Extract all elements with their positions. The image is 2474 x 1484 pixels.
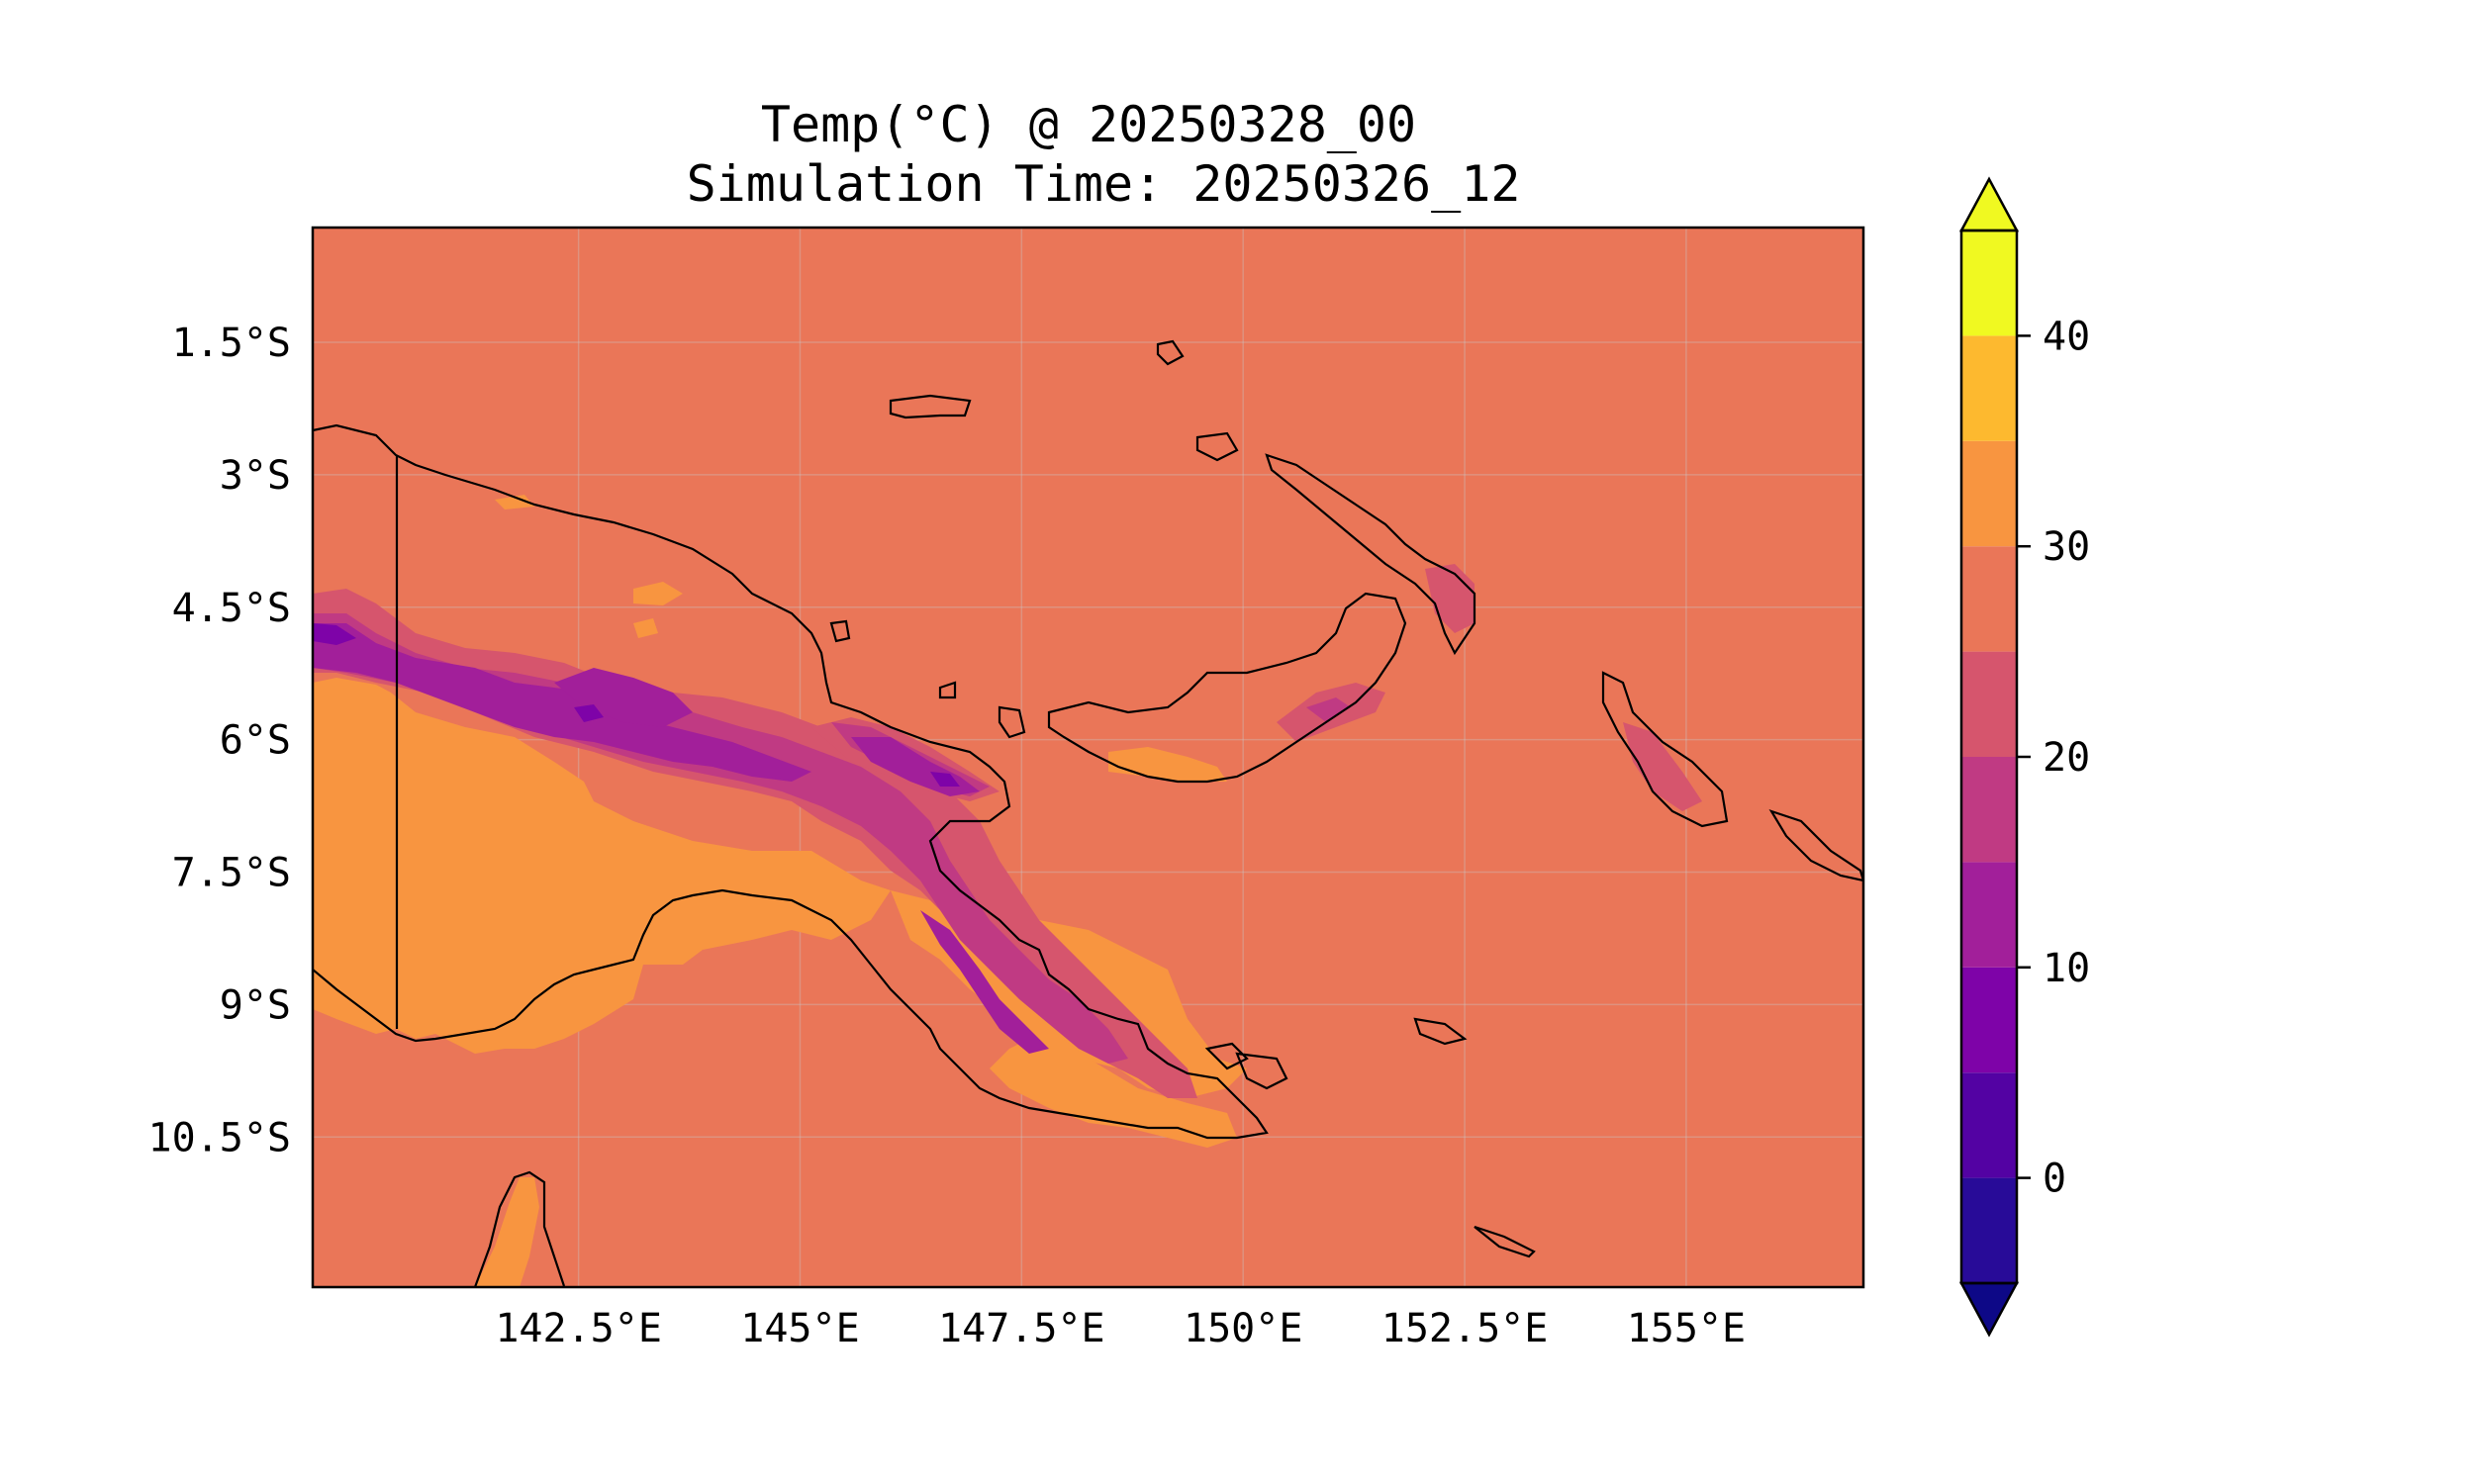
- colorbar-segment: [1961, 862, 2017, 968]
- coastline-cape-york: [473, 1170, 566, 1287]
- colorbar-extend-max: [1958, 176, 2020, 232]
- warm-patch-north-3: [495, 495, 534, 510]
- y-tick-label: 3°S: [220, 453, 291, 499]
- y-tick-label: 4.5°S: [172, 586, 291, 631]
- coastline-karkar: [829, 619, 851, 643]
- x-tick-label: 150°E: [1184, 1306, 1302, 1351]
- coastline-bougainville: [1601, 671, 1729, 828]
- colorbar-tick-label: 20: [2043, 735, 2090, 781]
- peak-5-10-west: [313, 623, 356, 645]
- colorbar-tick-label: 10: [2043, 946, 2090, 991]
- colorbar-extend-min: [1958, 1281, 2020, 1338]
- x-axis-ticks: 142.5°E 145°E 147.5°E 150°E 152.5°E 155°E: [495, 1306, 1746, 1351]
- coastline-long-island: [998, 705, 1026, 739]
- colorbar-tick-label: 40: [2043, 314, 2090, 359]
- temperature-fill: [313, 495, 1702, 1287]
- coastline-dentrecasteaux: [1204, 1042, 1288, 1090]
- colorbar: 0 10 20 30 40: [1958, 176, 2090, 1338]
- coastline-manus: [889, 394, 972, 419]
- x-tick-label: 155°E: [1627, 1306, 1746, 1351]
- y-tick-label: 9°S: [220, 982, 291, 1028]
- coastline-umboi: [938, 681, 957, 699]
- warm-cape-york: [475, 1177, 539, 1287]
- coastline-louisiade: [1474, 1225, 1536, 1258]
- map-panel: [311, 226, 1865, 1289]
- y-tick-label: 1.5°S: [172, 321, 291, 366]
- highland-bougainville: [1623, 722, 1702, 811]
- colorbar-segment: [1961, 546, 2017, 652]
- colorbar-tick-label: 30: [2043, 524, 2090, 570]
- colorbar-segment: [1961, 231, 2017, 336]
- y-tick-label: 7.5°S: [172, 851, 291, 896]
- colorbar-segment: [1961, 651, 2017, 757]
- peak-5-10-east: [930, 772, 960, 787]
- y-axis-ticks: 1.5°S 3°S 4.5°S 6°S 7.5°S 9°S 10.5°S: [148, 321, 292, 1160]
- warm-lowland-west: [313, 678, 891, 1054]
- y-tick-label: 6°S: [220, 718, 291, 764]
- warm-lowland-southeast: [990, 1029, 1237, 1148]
- chart-title: Temp(°C) @ 20250328_00: [761, 96, 1416, 153]
- colorbar-segment: [1961, 1177, 2017, 1283]
- ridge-10-15-center: [554, 668, 693, 727]
- map-frame: [311, 226, 1865, 1289]
- ridge-10-15-south: [920, 910, 1049, 1054]
- coastline-mussau: [1156, 339, 1185, 366]
- coastlines: [313, 339, 1863, 1287]
- colorbar-segment: [1961, 335, 2017, 441]
- x-tick-label: 142.5°E: [495, 1306, 662, 1351]
- coastline-woodlark: [1413, 1017, 1468, 1046]
- coastline-new-guinea: [313, 423, 1269, 1140]
- warm-patch-north: [633, 582, 683, 605]
- colorbar-segment: [1961, 967, 2017, 1073]
- x-tick-label: 145°E: [740, 1306, 859, 1351]
- x-tick-label: 152.5°E: [1381, 1306, 1549, 1351]
- x-tick-label: 147.5°E: [938, 1306, 1105, 1351]
- coastline-new-ireland: [1265, 453, 1476, 656]
- coastline-new-britain: [1047, 592, 1407, 784]
- colorbar-segment: [1961, 757, 2017, 863]
- colorbar-segment: [1961, 1072, 2017, 1178]
- coastline-solomons: [1768, 809, 1863, 882]
- colorbar-tick-label: 0: [2043, 1157, 2066, 1202]
- colorbar-segment: [1961, 440, 2017, 547]
- warm-patch-north-2: [633, 618, 658, 638]
- peak-5-10-center: [574, 704, 604, 722]
- chart-subtitle: Simulation Time: 20250326_12: [687, 155, 1521, 213]
- coastline-new-hanover: [1195, 431, 1239, 462]
- ridge-new-britain: [1306, 697, 1351, 722]
- y-tick-label: 10.5°S: [148, 1115, 292, 1160]
- ridge-10-15: [313, 623, 811, 782]
